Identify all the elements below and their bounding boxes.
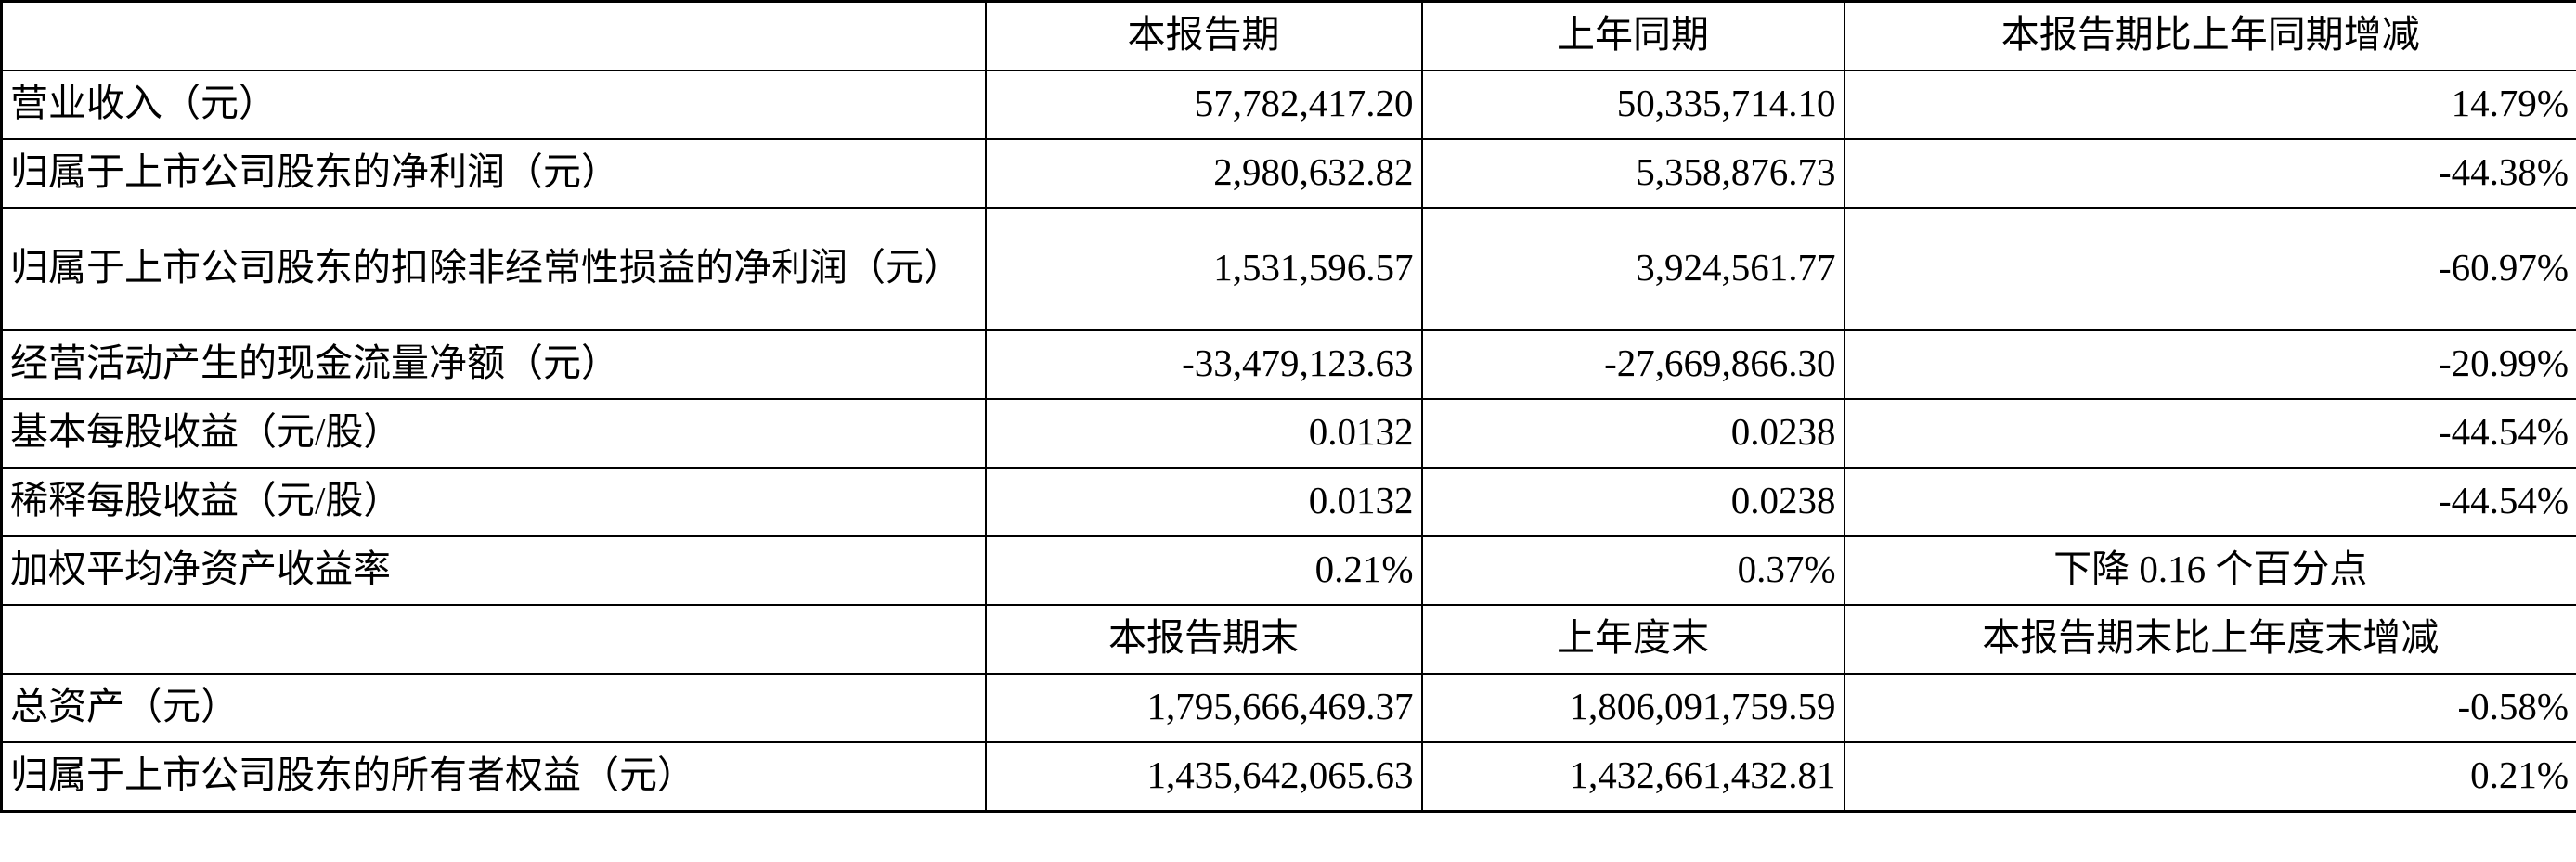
table-row: 加权平均净资产收益率 0.21% 0.37% 下降 0.16 个百分点 [0, 535, 2576, 606]
header-cell-change: 本报告期比上年同期增减 [1843, 0, 2576, 71]
row-value-diluted-eps-change: -44.54% [1843, 467, 2576, 537]
row-label-net-profit: 归属于上市公司股东的净利润（元） [0, 138, 987, 209]
row-value-weighted-roe-current: 0.21% [984, 535, 1423, 606]
header-cell-previous-period: 上年同期 [1420, 0, 1845, 71]
row-value-operating-cash-flow-current: -33,479,123.63 [984, 329, 1423, 400]
header-cell-label-period-end [0, 604, 987, 675]
table-row: 营业收入（元） 57,782,417.20 50,335,714.10 14.7… [0, 70, 2576, 140]
row-value-weighted-roe-change: 下降 0.16 个百分点 [1843, 535, 2576, 606]
table-row: 经营活动产生的现金流量净额（元） -33,479,123.63 -27,669,… [0, 329, 2576, 400]
row-value-revenue-current: 57,782,417.20 [984, 70, 1423, 140]
row-value-weighted-roe-previous: 0.37% [1420, 535, 1845, 606]
row-label-basic-eps: 基本每股收益（元/股） [0, 398, 987, 469]
row-value-total-assets-current: 1,795,666,469.37 [984, 673, 1423, 743]
row-value-net-profit-change: -44.38% [1843, 138, 2576, 209]
table-row: 总资产（元） 1,795,666,469.37 1,806,091,759.59… [0, 673, 2576, 743]
table-row: 归属于上市公司股东的扣除非经常性损益的净利润（元） 1,531,596.57 3… [0, 207, 2576, 331]
header-cell-previous-period-end: 上年度末 [1420, 604, 1845, 675]
row-value-net-profit-current: 2,980,632.82 [984, 138, 1423, 209]
row-value-owners-equity-previous: 1,432,661,432.81 [1420, 741, 1845, 813]
row-label-revenue: 营业收入（元） [0, 70, 987, 140]
row-label-owners-equity: 归属于上市公司股东的所有者权益（元） [0, 741, 987, 813]
row-value-total-assets-change: -0.58% [1843, 673, 2576, 743]
row-value-operating-cash-flow-change: -20.99% [1843, 329, 2576, 400]
row-label-total-assets: 总资产（元） [0, 673, 987, 743]
row-label-weighted-roe: 加权平均净资产收益率 [0, 535, 987, 606]
header-cell-current-period: 本报告期 [984, 0, 1423, 71]
row-value-net-profit-previous: 5,358,876.73 [1420, 138, 1845, 209]
row-value-net-profit-excl-nonrecurring-current: 1,531,596.57 [984, 207, 1423, 331]
row-label-operating-cash-flow: 经营活动产生的现金流量净额（元） [0, 329, 987, 400]
header-cell-label [0, 0, 987, 71]
row-value-diluted-eps-previous: 0.0238 [1420, 467, 1845, 537]
row-value-owners-equity-current: 1,435,642,065.63 [984, 741, 1423, 813]
row-value-owners-equity-change: 0.21% [1843, 741, 2576, 813]
row-value-basic-eps-current: 0.0132 [984, 398, 1423, 469]
row-value-revenue-previous: 50,335,714.10 [1420, 70, 1845, 140]
row-value-net-profit-excl-nonrecurring-previous: 3,924,561.77 [1420, 207, 1845, 331]
row-label-diluted-eps: 稀释每股收益（元/股） [0, 467, 987, 537]
row-value-total-assets-previous: 1,806,091,759.59 [1420, 673, 1845, 743]
header-cell-change-period-end: 本报告期末比上年度末增减 [1843, 604, 2576, 675]
row-value-revenue-change: 14.79% [1843, 70, 2576, 140]
table-row: 归属于上市公司股东的所有者权益（元） 1,435,642,065.63 1,43… [0, 741, 2576, 813]
row-value-basic-eps-change: -44.54% [1843, 398, 2576, 469]
table-row: 基本每股收益（元/股） 0.0132 0.0238 -44.54% [0, 398, 2576, 469]
table-header-row-period-end: 本报告期末 上年度末 本报告期末比上年度末增减 [0, 604, 2576, 675]
header-cell-current-period-end: 本报告期末 [984, 604, 1423, 675]
row-value-operating-cash-flow-previous: -27,669,866.30 [1420, 329, 1845, 400]
table-header-row: 本报告期 上年同期 本报告期比上年同期增减 [0, 0, 2576, 71]
table-row: 稀释每股收益（元/股） 0.0132 0.0238 -44.54% [0, 467, 2576, 537]
table-row: 归属于上市公司股东的净利润（元） 2,980,632.82 5,358,876.… [0, 138, 2576, 209]
financial-summary-table: 本报告期 上年同期 本报告期比上年同期增减 营业收入（元） 57,782,417… [0, 0, 2576, 813]
row-value-diluted-eps-current: 0.0132 [984, 467, 1423, 537]
row-label-net-profit-excl-nonrecurring: 归属于上市公司股东的扣除非经常性损益的净利润（元） [0, 207, 987, 331]
row-value-net-profit-excl-nonrecurring-change: -60.97% [1843, 207, 2576, 331]
row-value-basic-eps-previous: 0.0238 [1420, 398, 1845, 469]
